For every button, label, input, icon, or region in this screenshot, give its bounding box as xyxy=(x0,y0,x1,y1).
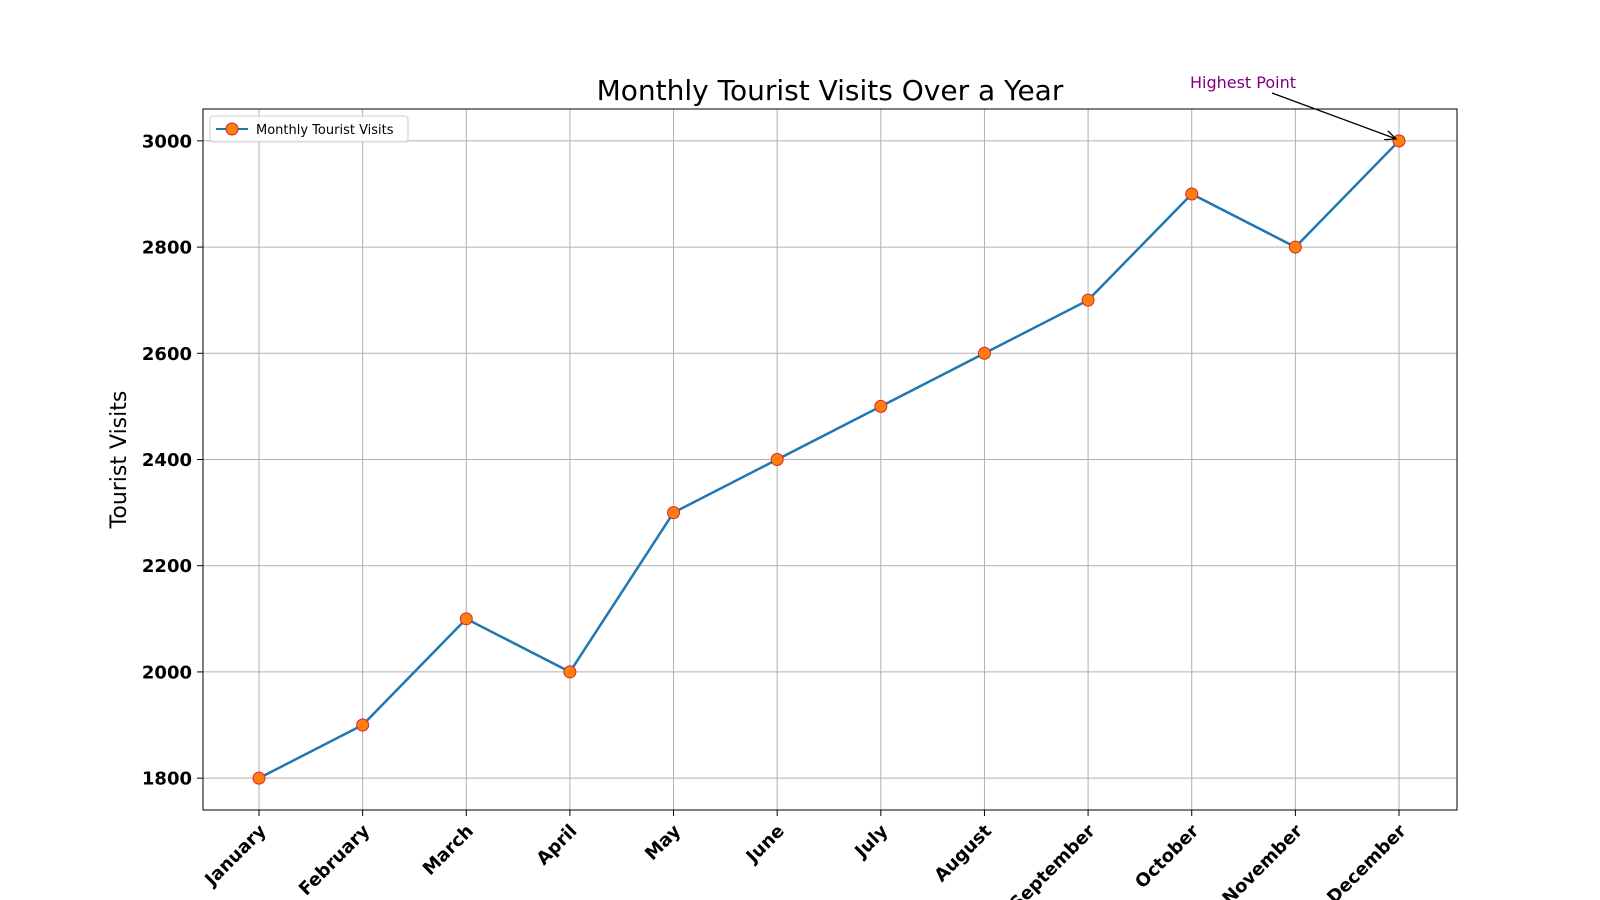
x-tick-label: June xyxy=(741,821,789,869)
x-tick-label: May xyxy=(641,821,685,865)
data-point xyxy=(1185,187,1199,201)
legend-marker-swatch xyxy=(225,122,239,136)
data-point xyxy=(563,665,577,679)
legend-label: Monthly Tourist Visits xyxy=(256,123,394,138)
data-point xyxy=(1392,134,1406,148)
x-tick-label: November xyxy=(1218,821,1307,900)
y-tick-label: 3000 xyxy=(142,131,192,152)
y-axis-ticks: 1800 2000 2200 2400 2600 2800 3000 xyxy=(142,131,203,790)
x-axis-ticks: January February March April May June July Augu… xyxy=(200,810,1411,900)
x-tick-label: July xyxy=(850,821,893,864)
data-point xyxy=(459,612,473,626)
x-tick-label: December xyxy=(1323,821,1411,900)
chart-title: Monthly Tourist Visits Over a Year xyxy=(597,74,1064,107)
annotation-arrow xyxy=(1271,92,1396,139)
x-tick-label: January xyxy=(200,821,271,892)
x-tick-label: September xyxy=(1006,821,1100,900)
data-point xyxy=(356,718,370,732)
data-point xyxy=(874,399,888,413)
data-point xyxy=(667,506,681,520)
series-layer xyxy=(252,134,1406,785)
data-point xyxy=(977,346,991,360)
legend-box xyxy=(209,115,409,143)
series-line xyxy=(258,139,1400,780)
data-point xyxy=(1288,240,1302,254)
x-tick-label: October xyxy=(1131,821,1203,893)
y-axis-label: Tourist Visits xyxy=(107,391,132,530)
grid-layer xyxy=(203,109,1457,810)
legend: Monthly Tourist Visits xyxy=(209,115,409,143)
y-tick-label: 2800 xyxy=(142,238,192,259)
y-tick-label: 2200 xyxy=(142,556,192,577)
y-tick-label: 2400 xyxy=(142,450,192,471)
data-point xyxy=(1081,293,1095,307)
x-tick-label: August xyxy=(930,820,996,886)
annotation: Highest Point xyxy=(1190,73,1396,139)
y-tick-label: 2000 xyxy=(142,662,192,683)
annotation-text: Highest Point xyxy=(1190,73,1296,92)
x-tick-label: February xyxy=(295,820,374,899)
data-point xyxy=(770,453,784,466)
y-tick-label: 2600 xyxy=(142,344,192,365)
y-tick-label: 1800 xyxy=(142,769,192,790)
data-point xyxy=(252,771,266,785)
x-tick-label: April xyxy=(533,821,582,870)
x-tick-label: March xyxy=(419,821,478,880)
